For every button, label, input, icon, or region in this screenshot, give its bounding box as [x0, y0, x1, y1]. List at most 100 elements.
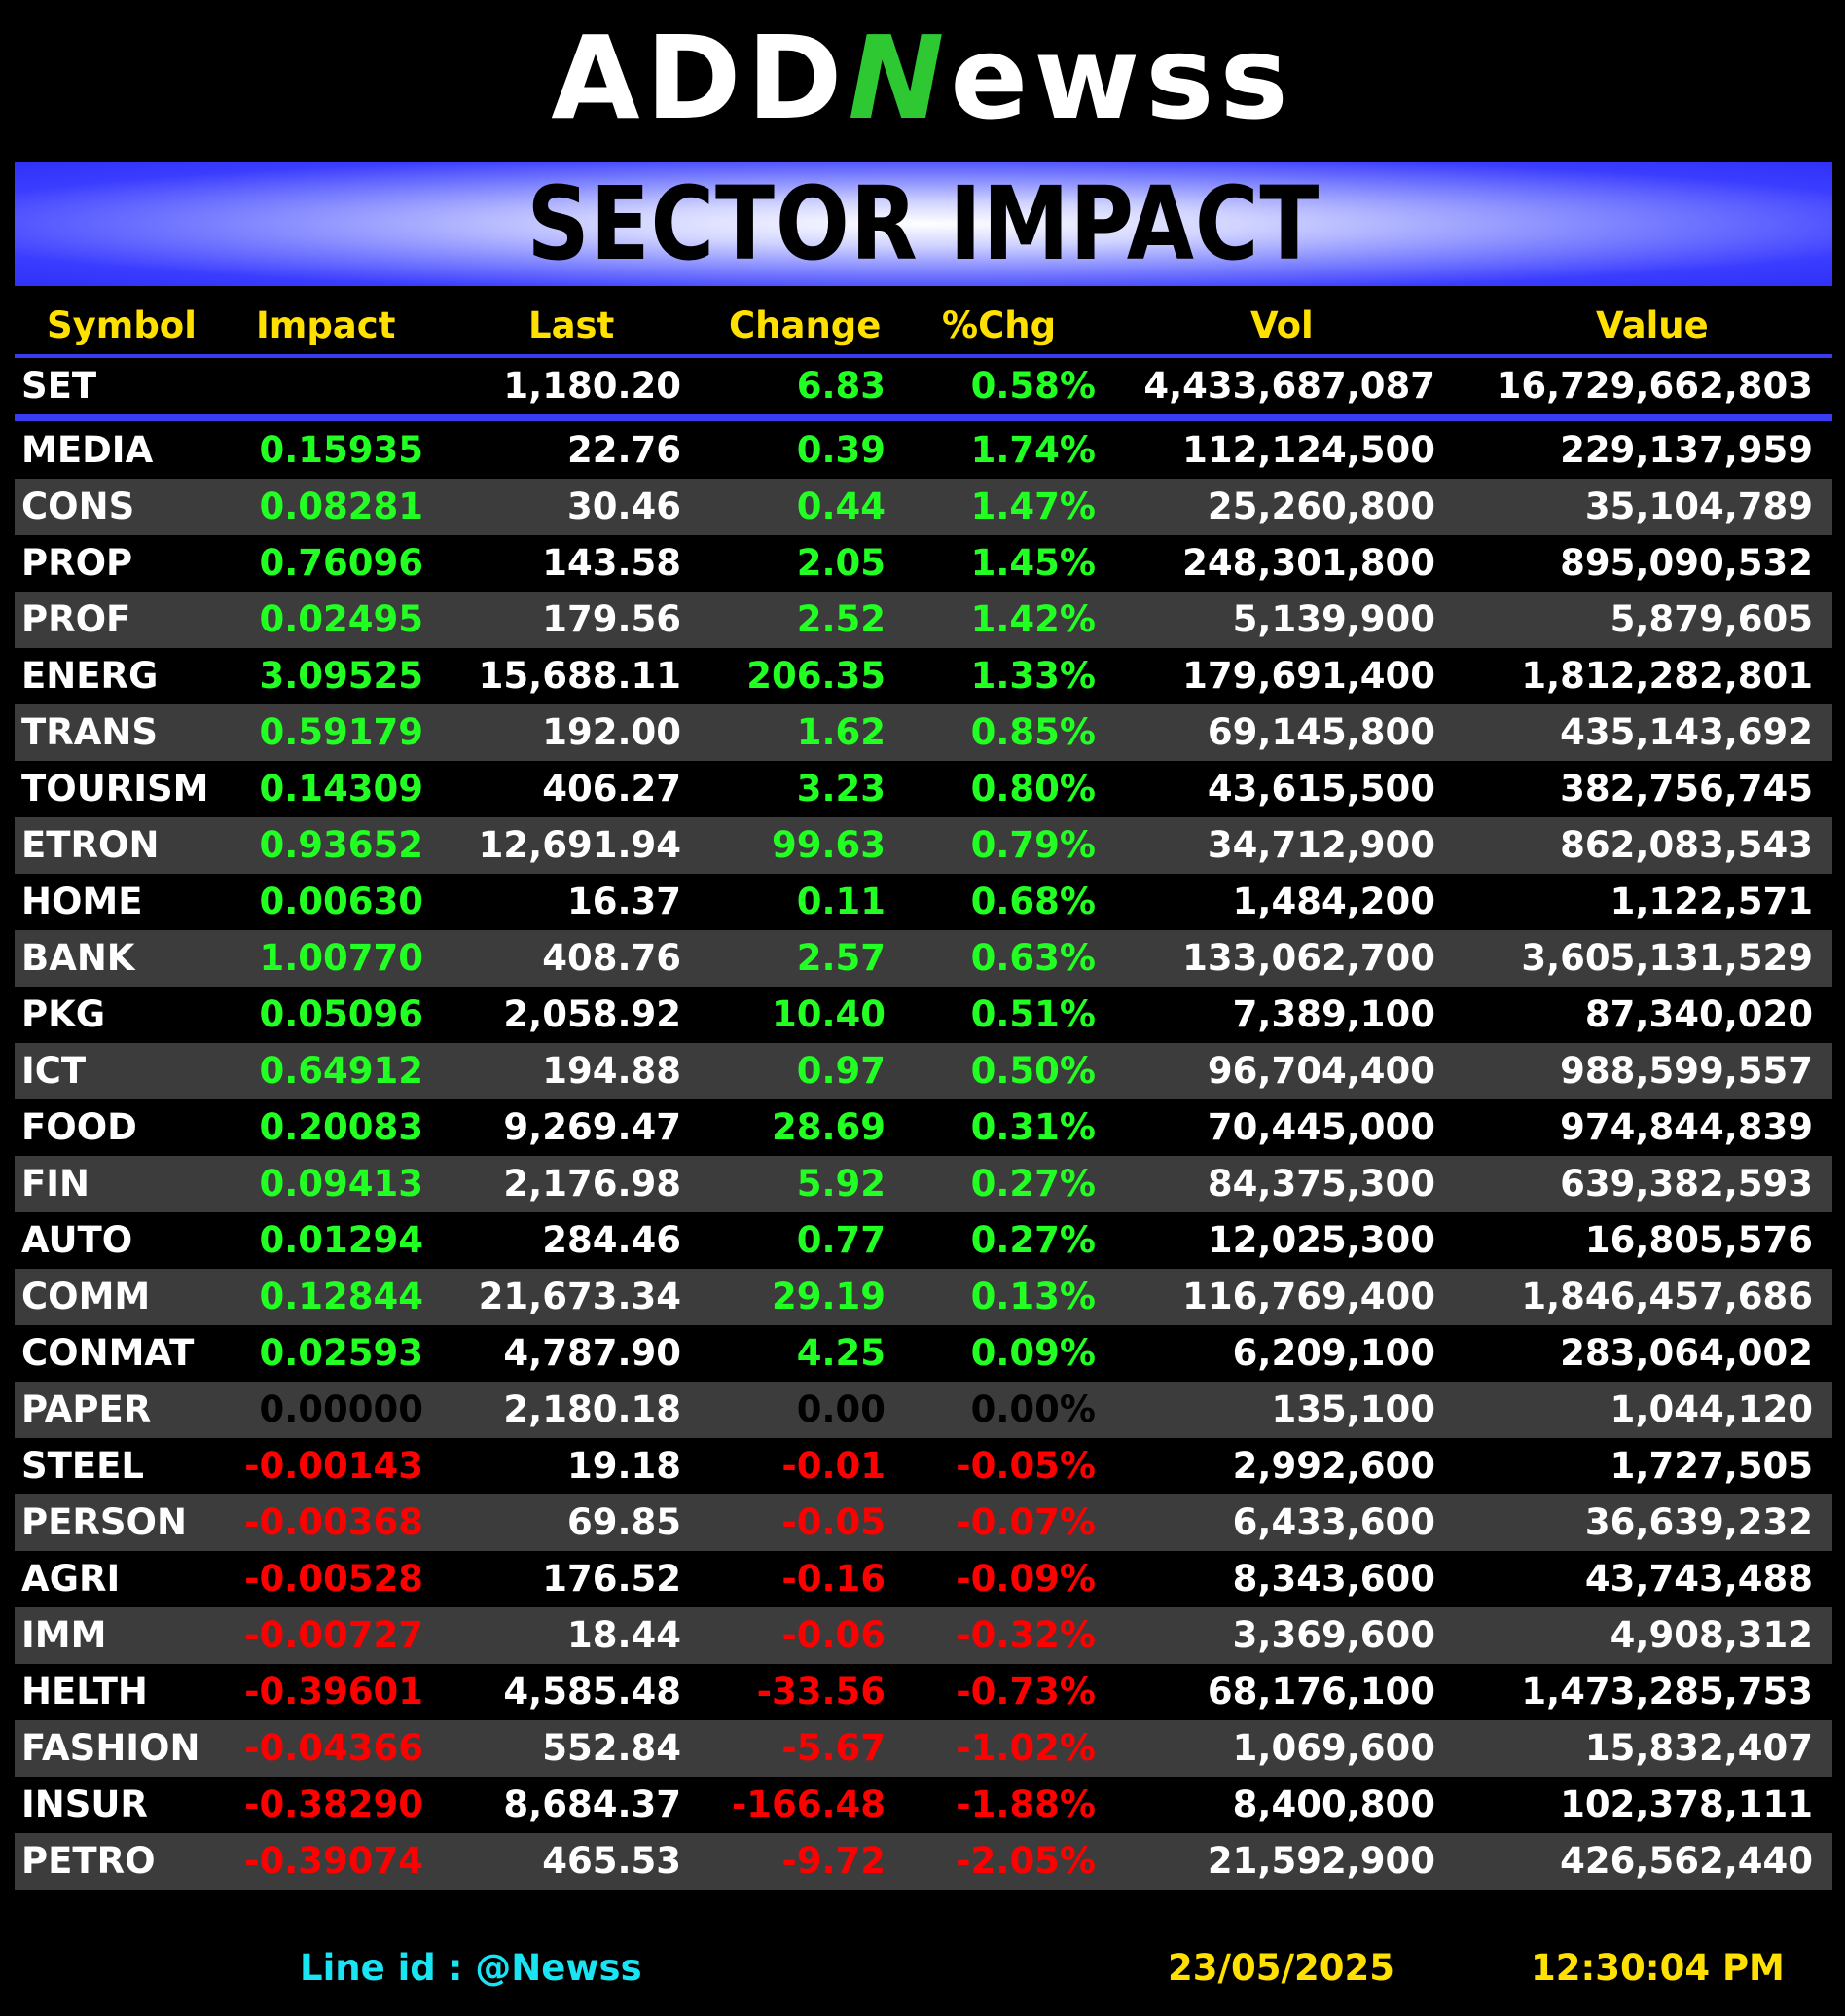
table-header: Symbol Impact Last Change %Chg Vol Value [15, 298, 1832, 358]
row-volume: 7,389,100 [1232, 993, 1435, 1035]
column-header-value: Value [1596, 305, 1709, 346]
row-last: 406.27 [542, 768, 681, 810]
page-title: SECTOR IMPACT [526, 164, 1320, 283]
row-value: 5,879,605 [1610, 598, 1813, 640]
table-row: TRANS 0.59179 192.00 1.62 0.85% 69,145,800 435… [15, 704, 1832, 761]
table-row: AUTO 0.01294 284.46 0.77 0.27% 12,025,300 16,8… [15, 1212, 1832, 1269]
row-value: 36,639,232 [1584, 1501, 1813, 1543]
table-row: PAPER 0.00000 2,180.18 0.00 0.00% 135,100 1,04… [15, 1382, 1832, 1438]
row-symbol: TRANS [21, 711, 158, 753]
row-pct-change: 0.50% [970, 1050, 1096, 1092]
row-value: 15,832,407 [1584, 1727, 1813, 1769]
row-impact: 0.59179 [259, 711, 423, 753]
row-pct-change: 1.74% [970, 429, 1096, 471]
brand-logo-part1: ADD [551, 11, 849, 145]
column-header-volume: Vol [1250, 305, 1314, 346]
row-pct-change: 0.79% [970, 824, 1096, 866]
row-value: 229,137,959 [1560, 429, 1813, 471]
row-value: 1,122,571 [1610, 881, 1813, 922]
row-last: 179.56 [542, 598, 681, 640]
row-volume: 21,592,900 [1207, 1840, 1435, 1882]
row-volume: 1,484,200 [1232, 881, 1435, 922]
row-change: 5.92 [796, 1163, 886, 1205]
column-header-pct-change: %Chg [942, 305, 1057, 346]
row-impact: 0.64912 [259, 1050, 423, 1092]
row-last: 408.76 [542, 937, 681, 979]
index-value: 16,729,662,803 [1496, 365, 1813, 407]
row-value: 974,844,839 [1560, 1106, 1813, 1148]
row-impact: 0.02593 [259, 1332, 423, 1374]
column-header-symbol: Symbol [47, 305, 197, 346]
row-symbol: PROF [21, 598, 131, 640]
row-last: 4,585.48 [503, 1671, 681, 1712]
row-impact: 0.12844 [259, 1276, 423, 1317]
row-value: 895,090,532 [1560, 542, 1813, 584]
row-last: 8,684.37 [503, 1783, 681, 1825]
row-symbol: HELTH [21, 1671, 148, 1712]
row-symbol: ICT [21, 1050, 87, 1092]
table-row: IMM -0.00727 18.44 -0.06 -0.32% 3,369,600 4,90… [15, 1607, 1832, 1664]
row-symbol: AUTO [21, 1219, 133, 1261]
row-impact: 0.20083 [259, 1106, 423, 1148]
row-last: 465.53 [542, 1840, 681, 1882]
row-impact: -0.00528 [244, 1558, 423, 1600]
row-impact: 3.09525 [259, 655, 423, 697]
row-impact: 0.93652 [259, 824, 423, 866]
row-value: 426,562,440 [1560, 1840, 1813, 1882]
table-row: FASHION -0.04366 552.84 -5.67 -1.02% 1,069,60… [15, 1720, 1832, 1777]
row-pct-change: 1.47% [970, 486, 1096, 527]
row-impact: -0.39074 [244, 1840, 423, 1882]
row-symbol: MEDIA [21, 429, 154, 471]
row-volume: 1,069,600 [1232, 1727, 1435, 1769]
column-header-change: Change [729, 305, 882, 346]
table-row: BANK 1.00770 408.76 2.57 0.63% 133,062,700 3,6… [15, 930, 1832, 987]
row-value: 35,104,789 [1584, 486, 1813, 527]
table-row: HOME 0.00630 16.37 0.11 0.68% 1,484,200 1,122,… [15, 874, 1832, 930]
row-volume: 25,260,800 [1207, 486, 1435, 527]
table-row: FIN 0.09413 2,176.98 5.92 0.27% 84,375,300 639… [15, 1156, 1832, 1212]
row-last: 2,176.98 [503, 1163, 681, 1205]
table-row: STEEL -0.00143 19.18 -0.01 -0.05% 2,992,600 1,… [15, 1438, 1832, 1494]
row-value: 639,382,593 [1560, 1163, 1813, 1205]
row-impact: 0.08281 [259, 486, 423, 527]
row-change: 4.25 [796, 1332, 886, 1374]
row-volume: 179,691,400 [1182, 655, 1435, 697]
row-pct-change: 0.80% [970, 768, 1096, 810]
row-change: 206.35 [746, 655, 886, 697]
row-value: 382,756,745 [1560, 768, 1813, 810]
row-change: 29.19 [771, 1276, 886, 1317]
row-volume: 5,139,900 [1232, 598, 1435, 640]
footer-date: 23/05/2025 [1168, 1947, 1394, 1989]
row-value: 1,044,120 [1610, 1388, 1813, 1430]
row-last: 16.37 [566, 881, 681, 922]
title-banner: SECTOR IMPACT [15, 162, 1832, 286]
footer-line-id: Line id : @Newss [300, 1947, 642, 1989]
row-impact: -0.00368 [244, 1501, 423, 1543]
row-value: 16,805,576 [1584, 1219, 1813, 1261]
row-symbol: BANK [21, 937, 135, 979]
index-pct-change: 0.58% [970, 365, 1096, 407]
row-impact: 0.15935 [259, 429, 423, 471]
row-pct-change: 1.42% [970, 598, 1096, 640]
row-symbol: ETRON [21, 824, 160, 866]
row-last: 22.76 [566, 429, 681, 471]
row-impact: -0.39601 [244, 1671, 423, 1712]
row-symbol: IMM [21, 1614, 107, 1656]
row-volume: 135,100 [1271, 1388, 1435, 1430]
row-volume: 133,062,700 [1182, 937, 1435, 979]
row-volume: 43,615,500 [1207, 768, 1435, 810]
row-last: 284.46 [542, 1219, 681, 1261]
row-change: 0.77 [796, 1219, 886, 1261]
column-header-impact: Impact [256, 305, 396, 346]
row-impact: 0.76096 [259, 542, 423, 584]
row-volume: 70,445,000 [1207, 1106, 1435, 1148]
row-value: 283,064,002 [1560, 1332, 1813, 1374]
row-pct-change: 0.27% [970, 1219, 1096, 1261]
row-pct-change: 0.68% [970, 881, 1096, 922]
row-value: 988,599,557 [1560, 1050, 1813, 1092]
row-change: -0.16 [781, 1558, 886, 1600]
table-row: PETRO -0.39074 465.53 -9.72 -2.05% 21,592,900… [15, 1833, 1832, 1890]
row-last: 30.46 [566, 486, 681, 527]
row-change: -33.56 [756, 1671, 886, 1712]
index-volume: 4,433,687,087 [1143, 365, 1435, 407]
